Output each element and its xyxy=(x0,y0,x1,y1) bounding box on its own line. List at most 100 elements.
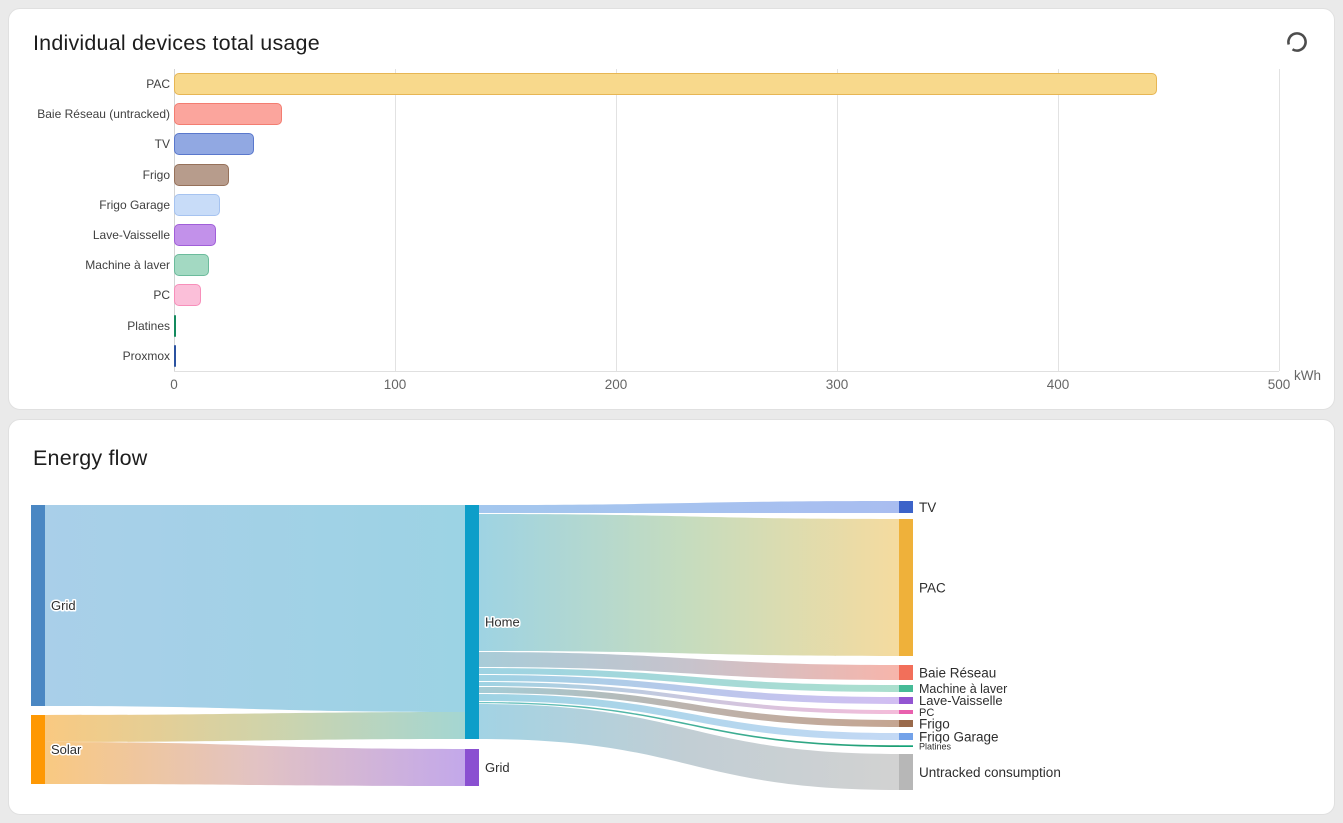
x-tick-label: 100 xyxy=(383,376,407,392)
sankey-node-label: PC xyxy=(919,707,934,719)
x-tick-label: 300 xyxy=(825,376,849,392)
sankey-link-home-pac[interactable] xyxy=(479,514,899,656)
x-tick-label: 0 xyxy=(170,376,178,392)
sankey-link-home-pc[interactable] xyxy=(479,682,899,714)
sankey-node-label: Grid xyxy=(51,598,76,613)
sankey-link-home-lave-vaisselle[interactable] xyxy=(479,675,899,704)
bar-track xyxy=(174,163,1279,186)
sankey-node-label: Solar xyxy=(51,742,82,757)
bar-label: Frigo Garage xyxy=(99,197,170,212)
sankey-node-platines[interactable] xyxy=(899,745,913,747)
bar-track xyxy=(174,344,1279,367)
sankey-link-home-frigo[interactable] xyxy=(479,687,899,727)
sankey-link-home-platines[interactable] xyxy=(479,702,899,747)
sankey-node-label: Untracked consumption xyxy=(919,765,1061,780)
sankey-link-home-tv[interactable] xyxy=(479,501,899,513)
bar-row: Machine à laver xyxy=(33,250,1320,280)
bar-chart-rows: PAC Baie Réseau (untracked) TV Frigo Frigo G… xyxy=(33,69,1320,371)
refresh-icon xyxy=(1287,32,1307,52)
gridline xyxy=(616,69,617,371)
sankey-link-home-untracked[interactable] xyxy=(479,704,899,790)
bar[interactable] xyxy=(174,73,1158,96)
bar-track xyxy=(174,193,1279,216)
sankey-node-solar[interactable] xyxy=(31,715,45,784)
bar-row: Baie Réseau (untracked) xyxy=(33,99,1320,129)
sankey-link-home-machine-a-laver[interactable] xyxy=(479,668,899,692)
x-tick-label: 500 xyxy=(1267,376,1291,392)
sankey-link-home-frigo-garage[interactable] xyxy=(479,694,899,740)
bar-track xyxy=(174,284,1279,307)
bar[interactable] xyxy=(174,284,201,307)
bar-track xyxy=(174,133,1279,156)
bar-row: Frigo Garage xyxy=(33,190,1320,220)
refresh-button[interactable] xyxy=(1282,27,1312,57)
sankey-diagram: Grid Solar Home Grid TV PAC Baie Réseau Machine… xyxy=(31,498,1062,790)
sankey-link-grid-in-home[interactable] xyxy=(45,505,465,712)
bar-chart: PAC Baie Réseau (untracked) TV Frigo Frigo G… xyxy=(33,69,1321,399)
sankey-node-label: Lave-Vaisselle xyxy=(919,693,1003,708)
bar-label: TV xyxy=(154,137,170,152)
bar-label: PAC xyxy=(146,77,170,92)
bar-row: Frigo xyxy=(33,160,1320,190)
bar-track xyxy=(174,254,1279,277)
x-axis: kWh 0 100 200 300 400 500 xyxy=(170,368,1321,397)
sankey-node-untracked[interactable] xyxy=(899,754,913,790)
devices-usage-card: Individual devices total usage PAC Baie R… xyxy=(8,8,1335,410)
gridline xyxy=(174,69,175,371)
bar-row: Proxmox xyxy=(33,341,1320,371)
gridline xyxy=(837,69,838,371)
bar-row: PAC xyxy=(33,69,1320,99)
sankey-node-pc[interactable] xyxy=(899,710,913,714)
energy-flow-card-title: Energy flow xyxy=(33,446,148,470)
sankey-node-frigo[interactable] xyxy=(899,720,913,727)
gridline xyxy=(1058,69,1059,371)
sankey-node-baie-reseau[interactable] xyxy=(899,665,913,680)
gridline xyxy=(395,69,396,371)
sankey-node-label: PAC xyxy=(919,580,946,595)
bar-track xyxy=(174,314,1279,337)
gridline xyxy=(1279,69,1280,371)
sankey-node-pac[interactable] xyxy=(899,519,913,656)
sankey-node-label: Frigo Garage xyxy=(919,729,999,744)
bar[interactable] xyxy=(174,344,177,367)
bar-label: Baie Réseau (untracked) xyxy=(37,107,170,122)
sankey-link-solar-home[interactable] xyxy=(45,712,465,742)
bar[interactable] xyxy=(174,103,283,126)
sankey-node-label: Platines xyxy=(919,741,952,751)
x-axis-unit-label: kWh xyxy=(1294,367,1321,383)
sankey-node-machine-a-laver[interactable] xyxy=(899,685,913,692)
bar[interactable] xyxy=(174,193,221,216)
bar-track xyxy=(174,103,1279,126)
energy-flow-card: Energy flow Grid Solar Home Grid TV PAC Baie R… xyxy=(8,419,1335,815)
bar-chart-grid xyxy=(174,69,1280,372)
sankey-node-home[interactable] xyxy=(465,505,479,739)
bar-label: Frigo xyxy=(142,167,170,182)
bar-label: Lave-Vaisselle xyxy=(92,228,170,243)
sankey-node-lave-vaisselle[interactable] xyxy=(899,697,913,704)
bar[interactable] xyxy=(174,224,216,247)
sankey-link-solar-grid-out[interactable] xyxy=(45,742,465,786)
sankey-link-home-baie-reseau[interactable] xyxy=(479,652,899,680)
sankey-node-label: Baie Réseau xyxy=(919,665,996,680)
bar-row: Platines xyxy=(33,311,1320,341)
sankey-node-label: TV xyxy=(919,500,936,515)
bar[interactable] xyxy=(174,254,210,277)
sankey-node-grid-in[interactable] xyxy=(31,505,45,706)
x-tick-label: 200 xyxy=(604,376,628,392)
bar-track xyxy=(174,224,1279,247)
sankey-node-grid-out[interactable] xyxy=(465,749,479,786)
bar[interactable] xyxy=(174,163,230,186)
devices-card-title: Individual devices total usage xyxy=(33,31,320,55)
bar-row: TV xyxy=(33,129,1320,159)
sankey-node-label: Frigo xyxy=(919,716,950,731)
sankey-node-frigo-garage[interactable] xyxy=(899,733,913,740)
sankey-node-tv[interactable] xyxy=(899,501,913,513)
bar[interactable] xyxy=(174,133,254,156)
bar-label: Platines xyxy=(127,318,170,333)
sankey-node-label: Home xyxy=(485,615,520,630)
bar-row: PC xyxy=(33,280,1320,310)
bar-label: PC xyxy=(153,288,170,303)
bar-track xyxy=(174,73,1279,96)
bar-label: Machine à laver xyxy=(85,258,170,273)
bar[interactable] xyxy=(174,314,177,337)
